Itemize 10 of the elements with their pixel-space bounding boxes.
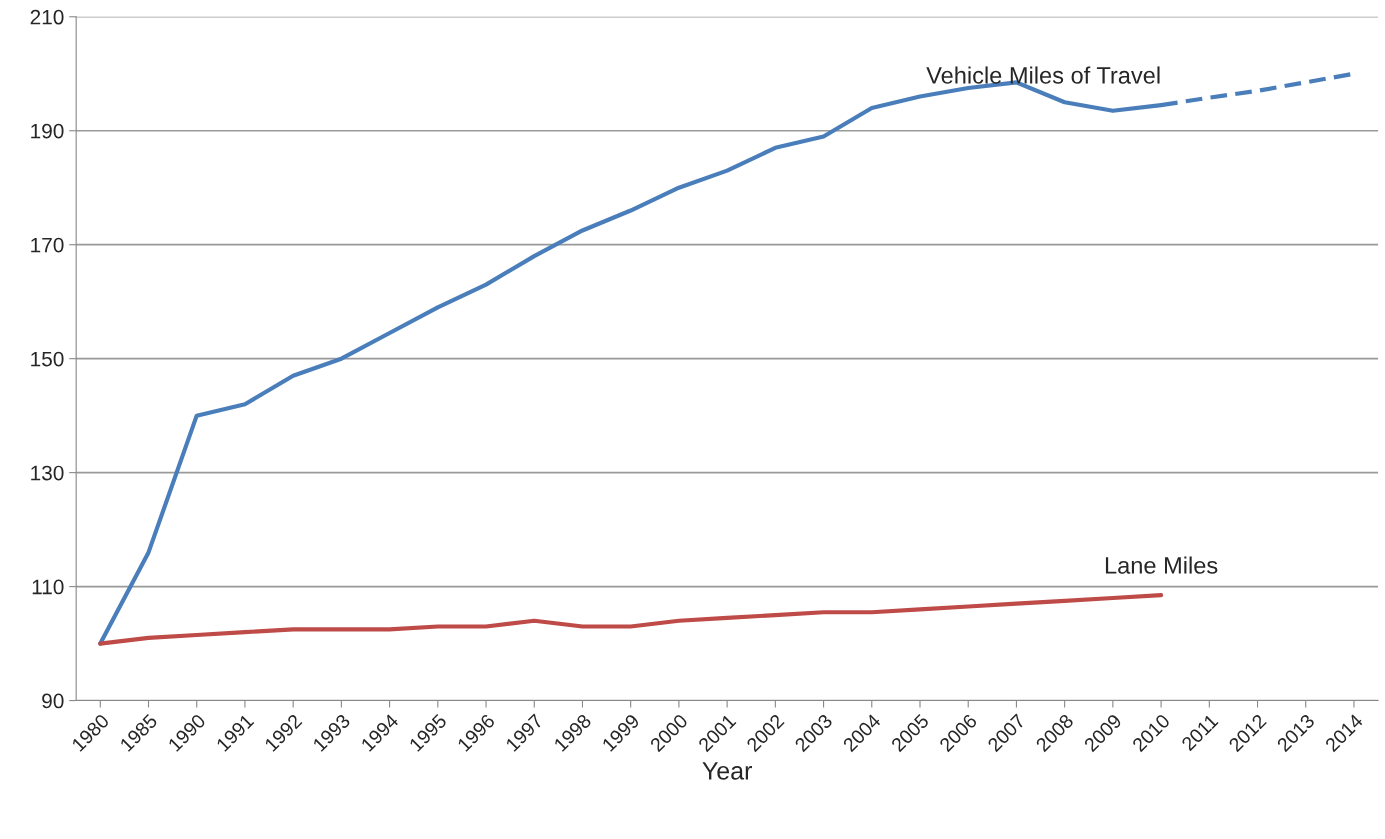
y-tick-label: 110	[32, 579, 64, 595]
y-tick-label: 150	[31, 351, 64, 367]
series-label: Vehicle Miles of Travel	[926, 66, 1160, 84]
y-tick-label: 190	[31, 123, 64, 139]
series-label: Lane Miles	[1105, 556, 1218, 574]
y-tick-label: 170	[31, 237, 64, 253]
x-axis-title: Year	[702, 762, 752, 780]
y-tick-label: 90	[42, 693, 64, 709]
y-tick-label: 210	[30, 9, 64, 25]
y-tick-label: 130	[31, 465, 64, 481]
